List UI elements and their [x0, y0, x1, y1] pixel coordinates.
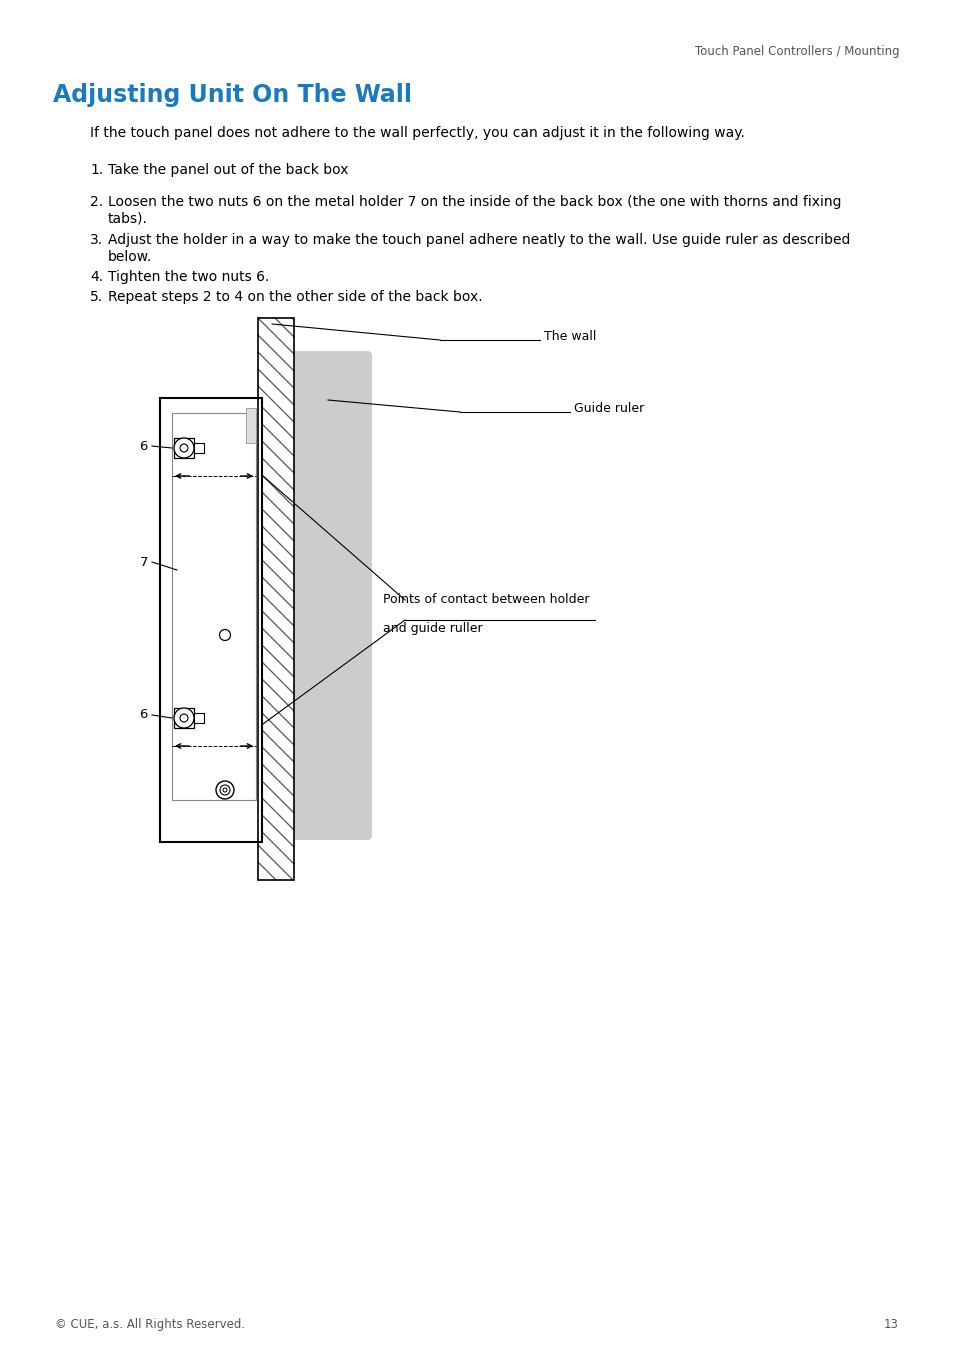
Bar	[173, 437, 193, 458]
Text: Points of contact between holder: Points of contact between holder	[382, 593, 589, 606]
Text: below.: below.	[108, 250, 152, 265]
Bar	[257, 319, 294, 880]
Text: Adjust the holder in a way to make the touch panel adhere neatly to the wall. Us: Adjust the holder in a way to make the t…	[108, 234, 849, 247]
Text: 6: 6	[139, 440, 148, 452]
Circle shape	[223, 788, 227, 792]
Circle shape	[173, 437, 193, 458]
Text: Guide ruler: Guide ruler	[574, 402, 643, 416]
Text: Take the panel out of the back box: Take the panel out of the back box	[108, 163, 348, 177]
Text: Adjusting Unit On The Wall: Adjusting Unit On The Wall	[53, 82, 412, 107]
Circle shape	[219, 629, 231, 640]
Text: 7: 7	[139, 555, 148, 568]
Text: 13: 13	[883, 1318, 898, 1331]
Text: The wall: The wall	[543, 331, 596, 343]
Text: Tighten the two nuts 6.: Tighten the two nuts 6.	[108, 270, 269, 284]
Text: © CUE, a.s. All Rights Reserved.: © CUE, a.s. All Rights Reserved.	[55, 1318, 245, 1331]
Text: and guide ruller: and guide ruller	[382, 622, 482, 634]
Text: Touch Panel Controllers / Mounting: Touch Panel Controllers / Mounting	[695, 45, 899, 58]
Text: 3.: 3.	[90, 234, 103, 247]
Text: 5.: 5.	[90, 290, 103, 304]
Circle shape	[220, 784, 230, 795]
Bar	[193, 713, 204, 724]
FancyBboxPatch shape	[285, 351, 372, 840]
Bar	[257, 319, 294, 880]
Text: 6: 6	[139, 709, 148, 721]
Circle shape	[180, 444, 188, 452]
Bar	[160, 398, 262, 842]
Text: 4.: 4.	[90, 270, 103, 284]
Bar	[173, 707, 193, 728]
Text: 1.: 1.	[90, 163, 103, 177]
Text: Repeat steps 2 to 4 on the other side of the back box.: Repeat steps 2 to 4 on the other side of…	[108, 290, 482, 304]
Bar	[193, 443, 204, 454]
Circle shape	[173, 707, 193, 728]
Bar	[246, 408, 255, 443]
Text: If the touch panel does not adhere to the wall perfectly, you can adjust it in t: If the touch panel does not adhere to th…	[90, 126, 744, 140]
Circle shape	[180, 714, 188, 722]
Circle shape	[215, 782, 233, 799]
Bar	[172, 413, 255, 801]
Text: tabs).: tabs).	[108, 212, 148, 225]
Text: 2.: 2.	[90, 194, 103, 209]
Text: Loosen the two nuts 6 on the metal holder 7 on the inside of the back box (the o: Loosen the two nuts 6 on the metal holde…	[108, 194, 841, 209]
